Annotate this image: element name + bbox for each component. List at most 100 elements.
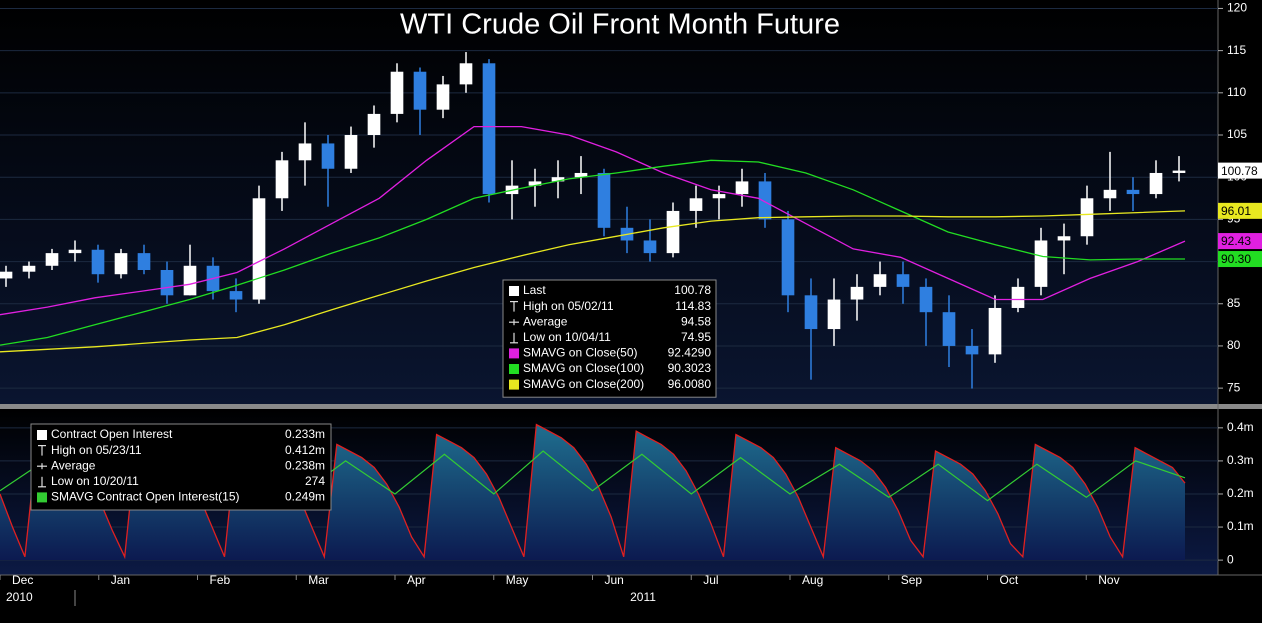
- legend-value: 90.3023: [668, 361, 712, 375]
- legend-label: High on 05/23/11: [51, 443, 142, 457]
- y-tick-label: 0.1m: [1227, 519, 1254, 533]
- candle-body: [689, 198, 703, 211]
- legend-value: 92.4290: [668, 346, 712, 360]
- price-tag-label: 100.78: [1221, 164, 1258, 178]
- x-tick-label: Jul: [703, 573, 718, 587]
- legend-label: SMAVG Contract Open Interest(15): [51, 490, 240, 504]
- legend-icon: [509, 379, 519, 390]
- candle-body: [551, 177, 565, 182]
- year-label: 2010: [6, 590, 33, 604]
- candle-body: [114, 253, 128, 275]
- y-tick-label: 0.4m: [1227, 420, 1254, 434]
- candle-body: [919, 286, 933, 313]
- candle-body: [1126, 189, 1140, 195]
- candle-body: [321, 143, 335, 169]
- candle-body: [252, 198, 266, 300]
- legend-label: Contract Open Interest: [51, 427, 173, 441]
- candle-body: [160, 270, 174, 296]
- price-tag: [1218, 233, 1262, 250]
- year-label: 2011: [630, 590, 656, 604]
- candle-body: [574, 172, 588, 178]
- y-tick-label: 85: [1227, 296, 1241, 310]
- x-tick-label: Feb: [210, 573, 231, 587]
- moving-average-line: [0, 159, 1185, 346]
- candle-body: [68, 249, 82, 254]
- candle-body: [942, 312, 956, 346]
- candle-body: [850, 286, 864, 300]
- y-tick-label: 120: [1227, 1, 1247, 15]
- price-tag-label: 90.30: [1221, 252, 1251, 266]
- candle-body: [459, 63, 473, 85]
- candle-body: [666, 210, 680, 254]
- candle-body: [528, 181, 542, 186]
- candle-body: [482, 63, 496, 195]
- y-tick-label: 105: [1227, 127, 1247, 141]
- moving-average-line: [0, 125, 1186, 316]
- y-tick-label: 0.3m: [1227, 453, 1254, 467]
- y-tick-label: 0: [1227, 552, 1234, 566]
- price-tag: [1218, 202, 1262, 219]
- candle-body: [229, 291, 243, 300]
- legend-value: 100.78: [674, 283, 711, 297]
- candle-body: [436, 84, 450, 110]
- x-tick-label: Jun: [605, 573, 624, 587]
- candle-body: [344, 135, 358, 169]
- legend-value: 96.0080: [668, 377, 712, 391]
- candle-body: [367, 113, 381, 135]
- candle-body: [1149, 172, 1163, 195]
- legend-value: 0.249m: [285, 490, 325, 504]
- candle-body: [22, 265, 36, 272]
- candle-body: [1011, 286, 1025, 308]
- candle-body: [1080, 198, 1094, 237]
- candle-body: [804, 295, 818, 330]
- candle-body: [91, 249, 105, 275]
- legend-icon: [509, 364, 519, 374]
- legend-value: 274: [305, 474, 325, 488]
- legend-label: Low on 10/20/11: [51, 474, 139, 488]
- price-tag: [1218, 251, 1262, 268]
- candle-body: [1172, 170, 1186, 173]
- legend-value: 114.83: [675, 299, 711, 313]
- candle-body: [758, 181, 772, 220]
- candle-body: [0, 271, 13, 279]
- legend-value: 94.58: [681, 314, 711, 328]
- legend-label: Average: [523, 314, 568, 328]
- legend-label: SMAVG on Close(50): [523, 346, 638, 360]
- candle-body: [873, 274, 887, 287]
- candle-body: [275, 160, 289, 199]
- candle-body: [988, 307, 1002, 355]
- plot-layer: 758085909510010511011512000.1m0.2m0.3m0.…: [0, 1, 1262, 606]
- candle-body: [137, 253, 151, 270]
- legend-value: 0.238m: [285, 458, 325, 472]
- candle-body: [965, 345, 979, 355]
- legend-icon: [37, 430, 47, 440]
- candle-body: [643, 240, 657, 254]
- legend-box: [502, 279, 717, 398]
- candle-body: [413, 71, 427, 110]
- x-tick-label: Apr: [407, 573, 426, 587]
- legend-label: Low on 10/04/11: [523, 330, 611, 344]
- price-tag: [1218, 162, 1262, 179]
- candle-body: [45, 253, 59, 266]
- candle-body: [1034, 240, 1048, 287]
- candle-body: [896, 274, 910, 287]
- chart-title: WTI Crude Oil Front Month Future: [400, 9, 840, 41]
- x-tick-label: Mar: [308, 573, 329, 587]
- x-tick-label: May: [506, 573, 529, 587]
- candle-body: [1103, 189, 1117, 199]
- y-tick-label: 0.2m: [1227, 486, 1254, 500]
- moving-average-line: [0, 210, 1186, 353]
- legend-icon: [37, 492, 47, 503]
- legend-value: 0.233m: [285, 427, 325, 441]
- x-tick-label: Jan: [111, 573, 130, 587]
- x-tick-label: Dec: [12, 573, 33, 587]
- y-tick-label: 110: [1227, 85, 1246, 99]
- candle-body: [597, 172, 611, 228]
- candle-body: [390, 71, 404, 114]
- legend-label: SMAVG on Close(100): [523, 361, 644, 375]
- legend-value: 0.412m: [285, 443, 325, 457]
- candle-body: [781, 219, 795, 296]
- candle-body: [183, 265, 197, 296]
